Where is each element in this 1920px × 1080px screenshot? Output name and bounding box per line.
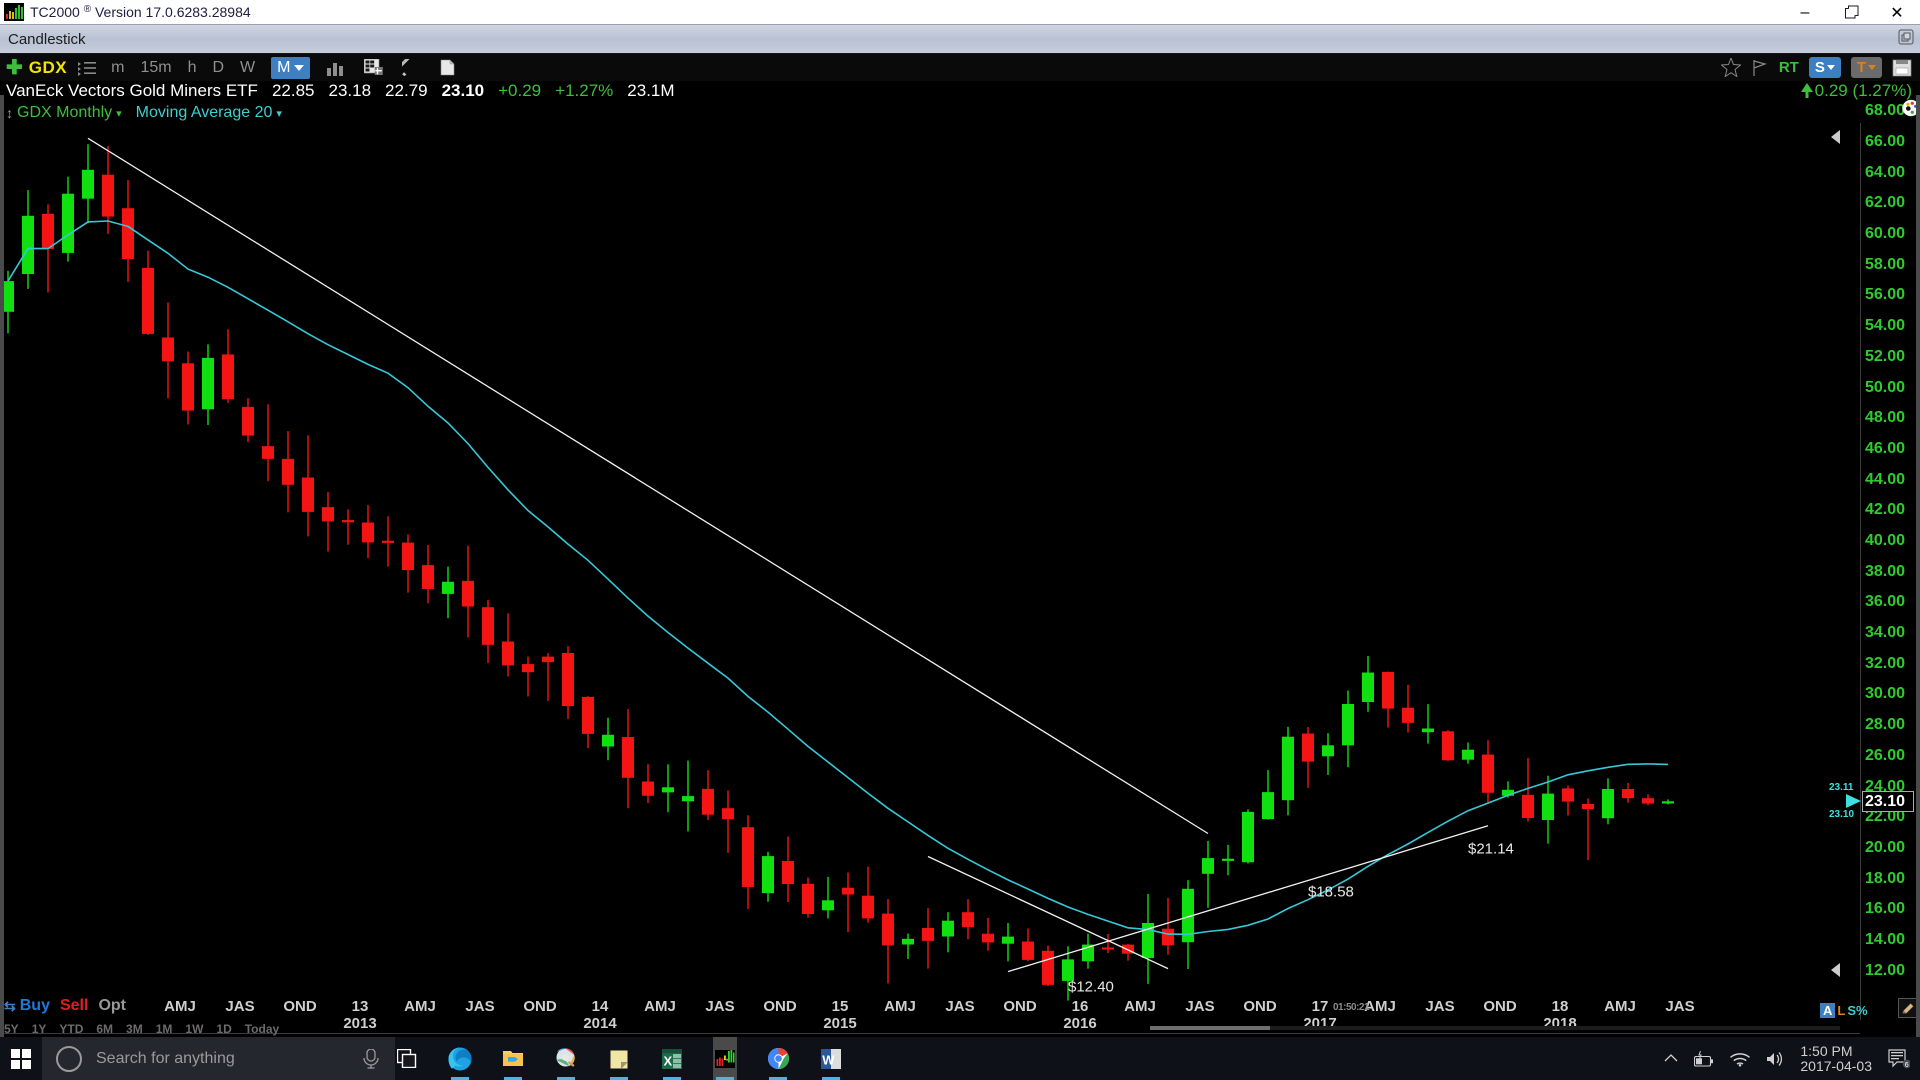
svg-text:W: W (822, 1052, 835, 1067)
svg-text:$21.14: $21.14 (1468, 841, 1514, 858)
svg-text:X: X (664, 1053, 673, 1068)
svg-text:6: 6 (1905, 1061, 1909, 1068)
svg-text:$18.58: $18.58 (1308, 883, 1354, 900)
svg-text:$12.40: $12.40 (1068, 979, 1114, 996)
